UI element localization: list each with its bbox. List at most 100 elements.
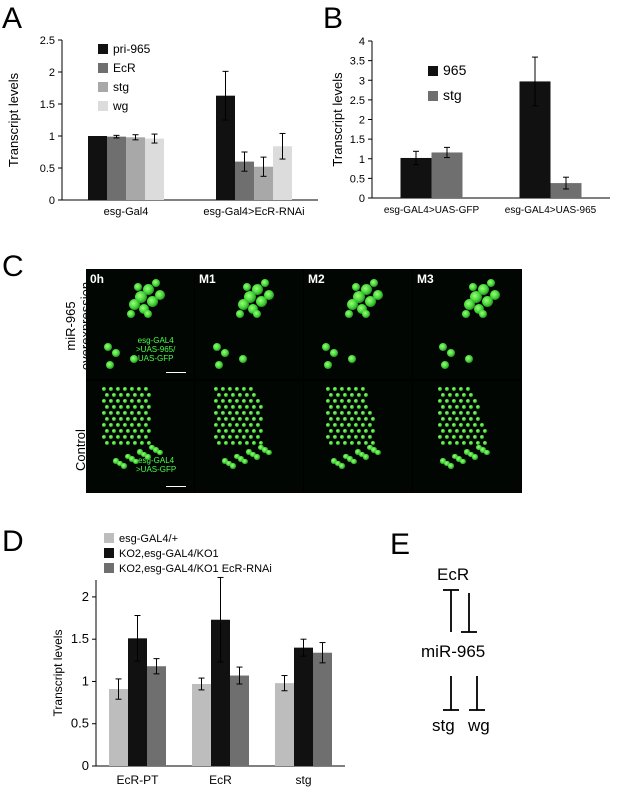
gfp-cell [332, 398, 338, 404]
panel-letter-d: D [2, 525, 24, 558]
gfp-cell [360, 283, 372, 295]
gfp-cell [361, 309, 371, 319]
legend-swatch [104, 533, 114, 543]
gfp-cell [143, 309, 153, 319]
gfp-cell [251, 428, 257, 434]
genotype-line: >UAS-965/ [136, 345, 176, 354]
gfp-cell [458, 398, 464, 404]
gfp-cell [363, 392, 369, 398]
gfp-cell [367, 444, 373, 451]
gfp-cell [335, 428, 341, 434]
gfp-cell [356, 428, 362, 434]
gfp-cell [101, 398, 107, 404]
gfp-cell [332, 386, 338, 392]
micro-image-overexpression-m2: M2 [304, 269, 412, 379]
gfp-cell [264, 290, 274, 300]
gfp-cell [258, 444, 264, 451]
gfp-cell [157, 449, 163, 456]
gfp-cell [255, 410, 261, 416]
bar-wg [273, 146, 292, 200]
gfp-cell [237, 298, 249, 310]
gfp-cell [440, 428, 446, 434]
gfp-cell [472, 398, 478, 404]
gfp-cell [226, 460, 232, 467]
gfp-cell [367, 434, 373, 440]
gfp-cell [332, 422, 338, 428]
bar-ko2-esg-gal4-ko1 [211, 619, 230, 766]
gfp-cell [125, 392, 131, 398]
gfp-cell [213, 386, 219, 392]
gfp-cell [255, 295, 267, 307]
gfp-cell [346, 398, 352, 404]
gfp-cell [451, 386, 457, 392]
legend-label: esg-GAL4/+ [119, 533, 178, 545]
gfp-cell [220, 434, 226, 440]
gfp-cell [227, 422, 233, 428]
genotype-line: UAS-GFP [137, 354, 174, 363]
y-tick-label: 2 [82, 589, 89, 604]
gfp-cell [241, 410, 247, 416]
gfp-cell [332, 410, 338, 416]
gfp-cell [230, 416, 236, 422]
gfp-cell [113, 458, 119, 464]
gfp-cell [258, 428, 264, 434]
gfp-cell [323, 360, 333, 370]
y-tick-label: 1.5 [71, 631, 89, 646]
gfp-cell [251, 404, 257, 410]
gfp-cell [129, 434, 135, 440]
gfp-cell [458, 386, 464, 392]
gfp-cell [237, 440, 243, 446]
gfp-cell [234, 410, 240, 416]
gfp-cell [454, 404, 460, 410]
gfp-cell [367, 422, 373, 428]
gfp-cell [437, 398, 443, 404]
gfp-cell [143, 386, 149, 392]
gfp-cell [248, 304, 258, 314]
genotype-label-control: esg-GAL4 >UAS-GFP [136, 456, 176, 474]
legend-label: KO2,esg-GAL4/KO1 [119, 548, 219, 560]
gfp-cell [437, 434, 443, 440]
gfp-cell [136, 422, 142, 428]
gfp-cell [111, 428, 117, 434]
gfp-cell [369, 278, 379, 288]
gfp-cell [444, 410, 450, 416]
gfp-cell [325, 398, 331, 404]
y-tick-label: 0 [359, 193, 365, 205]
gfp-cell [339, 398, 345, 404]
gfp-cell [244, 440, 250, 446]
gfp-cell [248, 410, 254, 416]
gfp-cell [246, 449, 252, 455]
gfp-cell [480, 447, 486, 453]
gfp-cell [437, 386, 443, 392]
y-tick-label: 4 [359, 36, 365, 48]
gfp-cell [321, 342, 331, 352]
gfp-cell [118, 392, 124, 398]
gfp-cell [356, 440, 362, 446]
gfp-cell [213, 434, 219, 440]
genotype-line: esg-GAL4 [138, 456, 175, 465]
gfp-cell [475, 416, 481, 422]
gfp-cell [440, 458, 446, 464]
gfp-cell [104, 416, 110, 422]
gfp-cell [335, 404, 341, 410]
gfp-cell [331, 458, 337, 464]
legend-label: stg [113, 80, 129, 94]
gfp-cell [458, 422, 464, 428]
gfp-cell [335, 460, 341, 467]
gfp-cell [444, 398, 450, 404]
gfp-cell [476, 444, 482, 451]
gfp-cell [360, 434, 366, 440]
gfp-cell [238, 456, 244, 462]
gfp-cell [451, 422, 457, 428]
gfp-cell [108, 422, 114, 428]
gfp-cell [103, 342, 113, 352]
bar-stg [254, 166, 273, 200]
gfp-cell [220, 398, 226, 404]
gfp-cell [129, 456, 135, 462]
bar-ko2-esg-gal4-ko1 [128, 638, 147, 766]
y-tick-label: 3.5 [350, 56, 365, 68]
gfp-cell [440, 416, 446, 422]
gfp-cell [325, 422, 331, 428]
gfp-cell [440, 392, 446, 398]
